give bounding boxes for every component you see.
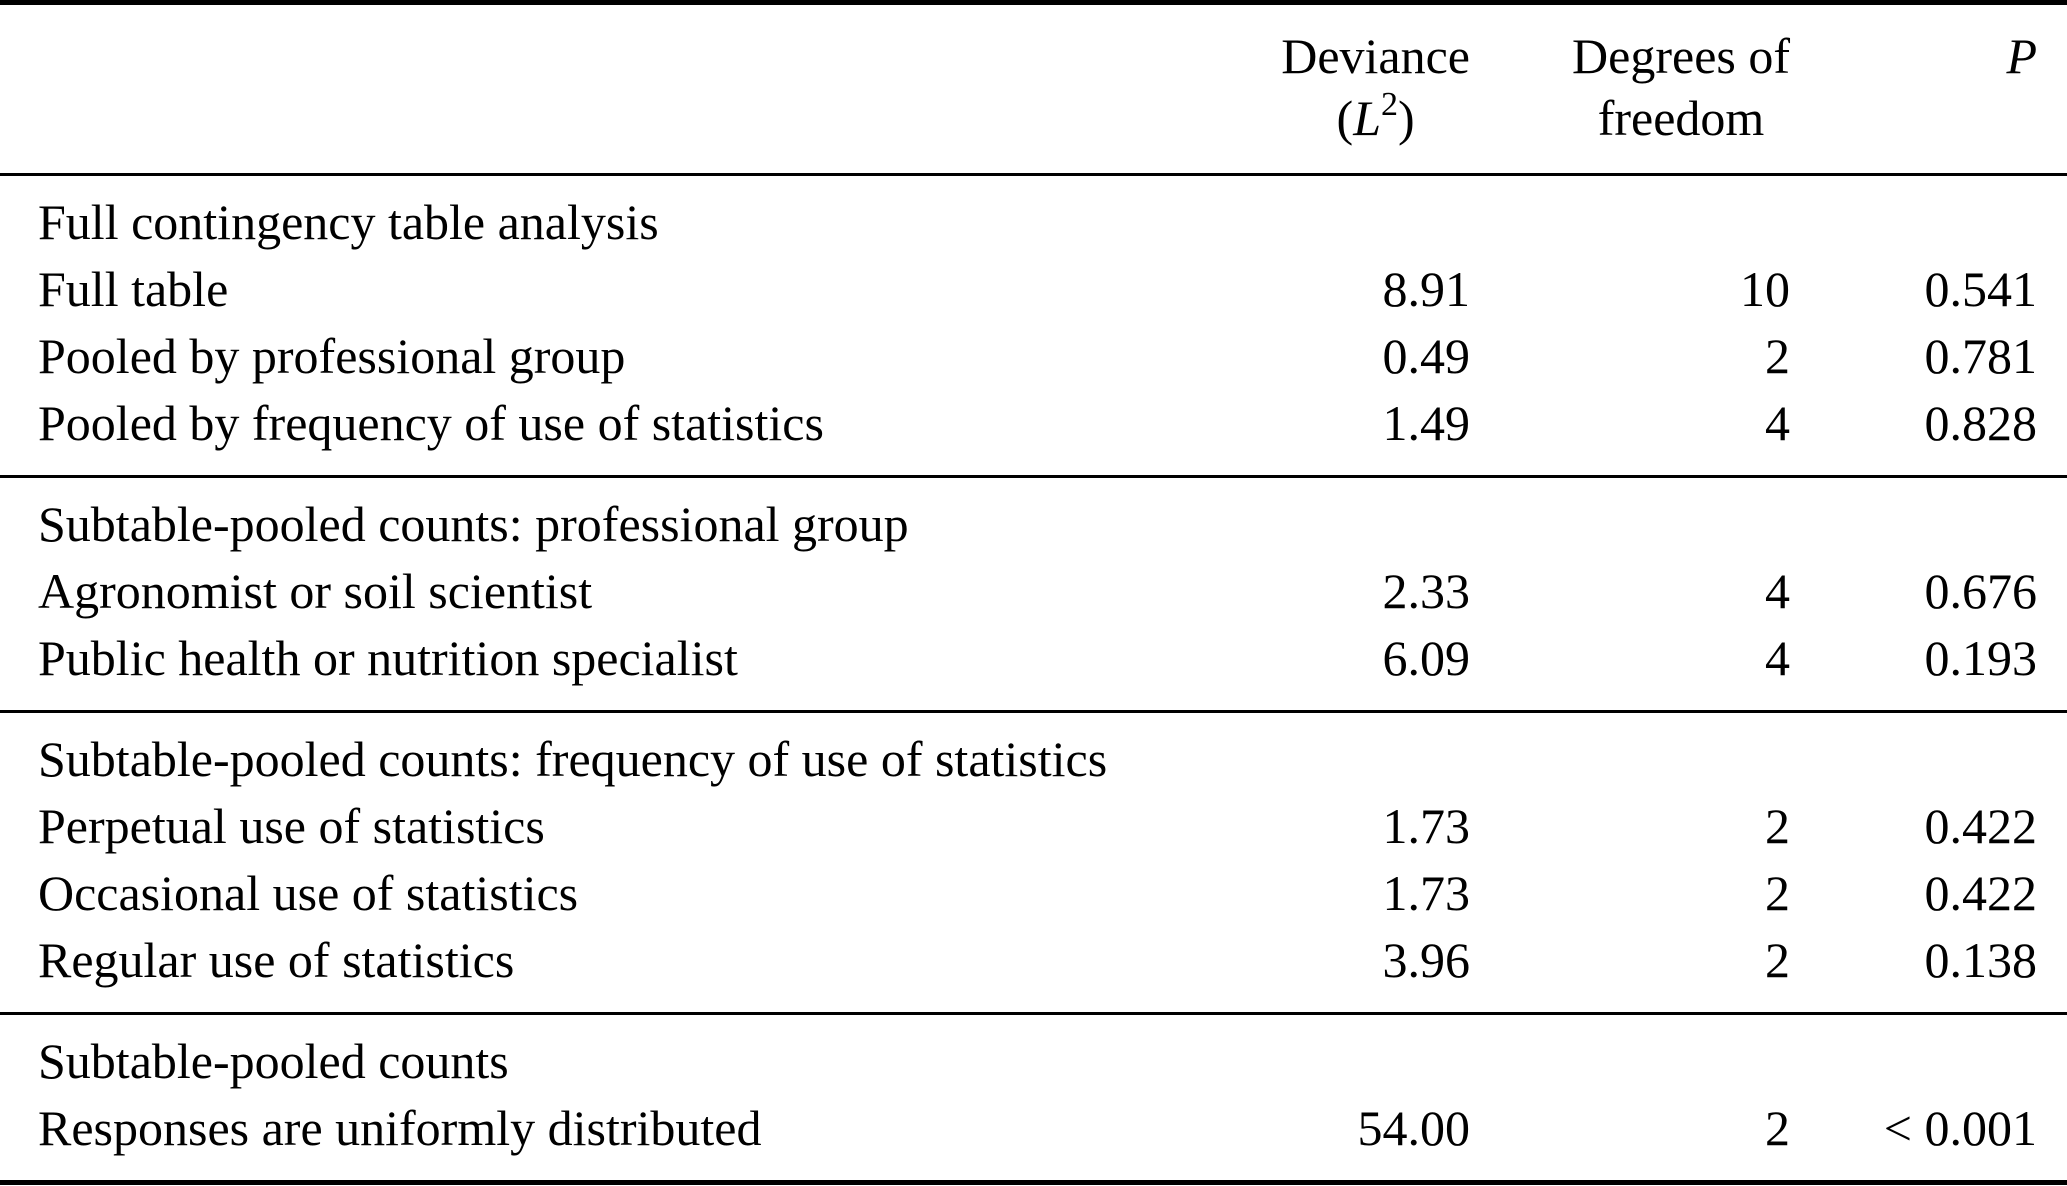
table-header: Deviance (L2) Degrees of freedom P xyxy=(0,3,2067,175)
superscript-2: 2 xyxy=(1381,86,1399,123)
p-value: 0.138 xyxy=(1924,932,2038,988)
empty-header-cell xyxy=(0,3,1100,175)
table-row: Full table 8.91 10 0.541 xyxy=(0,256,2067,323)
section-header-row: Subtable-pooled counts: professional gro… xyxy=(0,477,2067,559)
deviance-column-header: Deviance (L2) xyxy=(1100,3,1470,175)
section-header: Subtable-pooled counts xyxy=(38,1033,509,1089)
p-value: < 0.001 xyxy=(1883,1100,2037,1156)
df-header-line1: Degrees of xyxy=(1572,28,1790,84)
table-row: Public health or nutrition specialist 6.… xyxy=(0,625,2067,712)
p-value: 0.193 xyxy=(1924,630,2038,686)
row-label: Occasional use of statistics xyxy=(38,865,579,921)
df-value: 4 xyxy=(1765,630,1790,686)
table-row: Agronomist or soil scientist 2.33 4 0.67… xyxy=(0,558,2067,625)
deviance-header-line1: Deviance xyxy=(1281,28,1470,84)
deviance-value: 1.73 xyxy=(1382,865,1471,921)
deviance-value: 1.49 xyxy=(1382,395,1471,451)
df-header-line2: freedom xyxy=(1597,90,1765,146)
deviance-value: 8.91 xyxy=(1382,261,1471,317)
deviance-value: 3.96 xyxy=(1382,932,1471,988)
df-value: 2 xyxy=(1765,865,1790,921)
section-header: Subtable-pooled counts: professional gro… xyxy=(38,496,909,552)
p-value: 0.676 xyxy=(1924,563,2038,619)
deviance-value: 6.09 xyxy=(1382,630,1471,686)
df-value: 4 xyxy=(1765,563,1790,619)
section-header-row: Subtable-pooled counts: frequency of use… xyxy=(0,712,2067,794)
deviance-header-block: Deviance (L2) xyxy=(1281,25,1470,149)
row-label: Perpetual use of statistics xyxy=(38,798,545,854)
row-label: Responses are uniformly distributed xyxy=(38,1100,762,1156)
df-header-block: Degrees of freedom xyxy=(1572,25,1790,149)
df-value: 2 xyxy=(1765,328,1790,384)
row-label: Pooled by frequency of use of statistics xyxy=(38,395,824,451)
section-header-row: Full contingency table analysis xyxy=(0,175,2067,257)
df-value: 2 xyxy=(1765,932,1790,988)
p-column-header: P xyxy=(2006,28,2037,84)
L-symbol: L xyxy=(1353,90,1382,146)
df-value: 4 xyxy=(1765,395,1790,451)
deviance-header-line2: (L2) xyxy=(1336,86,1415,147)
deviance-value: 0.49 xyxy=(1382,328,1471,384)
header-row: Deviance (L2) Degrees of freedom P xyxy=(0,3,2067,175)
row-label: Full table xyxy=(38,261,229,317)
p-value: 0.541 xyxy=(1924,261,2038,317)
table-row: Regular use of statistics 3.96 2 0.138 xyxy=(0,927,2067,1014)
section-pooled-professional-group: Subtable-pooled counts: professional gro… xyxy=(0,476,2067,712)
p-value: 0.422 xyxy=(1924,865,2038,921)
table-row: Responses are uniformly distributed 54.0… xyxy=(0,1095,2067,1183)
deviance-value: 2.33 xyxy=(1382,563,1471,619)
section-full-contingency: Full contingency table analysis Full tab… xyxy=(0,174,2067,477)
section-header-row: Subtable-pooled counts xyxy=(0,1014,2067,1096)
p-value: 0.781 xyxy=(1924,328,2038,384)
row-label: Regular use of statistics xyxy=(38,932,515,988)
row-label: Pooled by professional group xyxy=(38,328,626,384)
row-label: Public health or nutrition specialist xyxy=(38,630,738,686)
section-header: Full contingency table analysis xyxy=(38,194,659,250)
row-label: Agronomist or soil scientist xyxy=(38,563,593,619)
table-row: Perpetual use of statistics 1.73 2 0.422 xyxy=(0,793,2067,860)
df-value: 10 xyxy=(1740,261,1790,317)
df-value: 2 xyxy=(1765,798,1790,854)
table-row: Occasional use of statistics 1.73 2 0.42… xyxy=(0,860,2067,927)
section-header: Subtable-pooled counts: frequency of use… xyxy=(38,731,1108,787)
df-value: 2 xyxy=(1765,1100,1790,1156)
section-pooled-frequency: Subtable-pooled counts: frequency of use… xyxy=(0,711,2067,1014)
deviance-value: 54.00 xyxy=(1357,1100,1471,1156)
table-row: Pooled by frequency of use of statistics… xyxy=(0,390,2067,477)
table-row: Pooled by professional group 0.49 2 0.78… xyxy=(0,323,2067,390)
p-value: 0.422 xyxy=(1924,798,2038,854)
p-value: 0.828 xyxy=(1924,395,2038,451)
degrees-of-freedom-column-header: Degrees of freedom xyxy=(1470,3,1790,175)
section-subtable-pooled-counts: Subtable-pooled counts Responses are uni… xyxy=(0,1013,2067,1183)
deviance-value: 1.73 xyxy=(1382,798,1471,854)
